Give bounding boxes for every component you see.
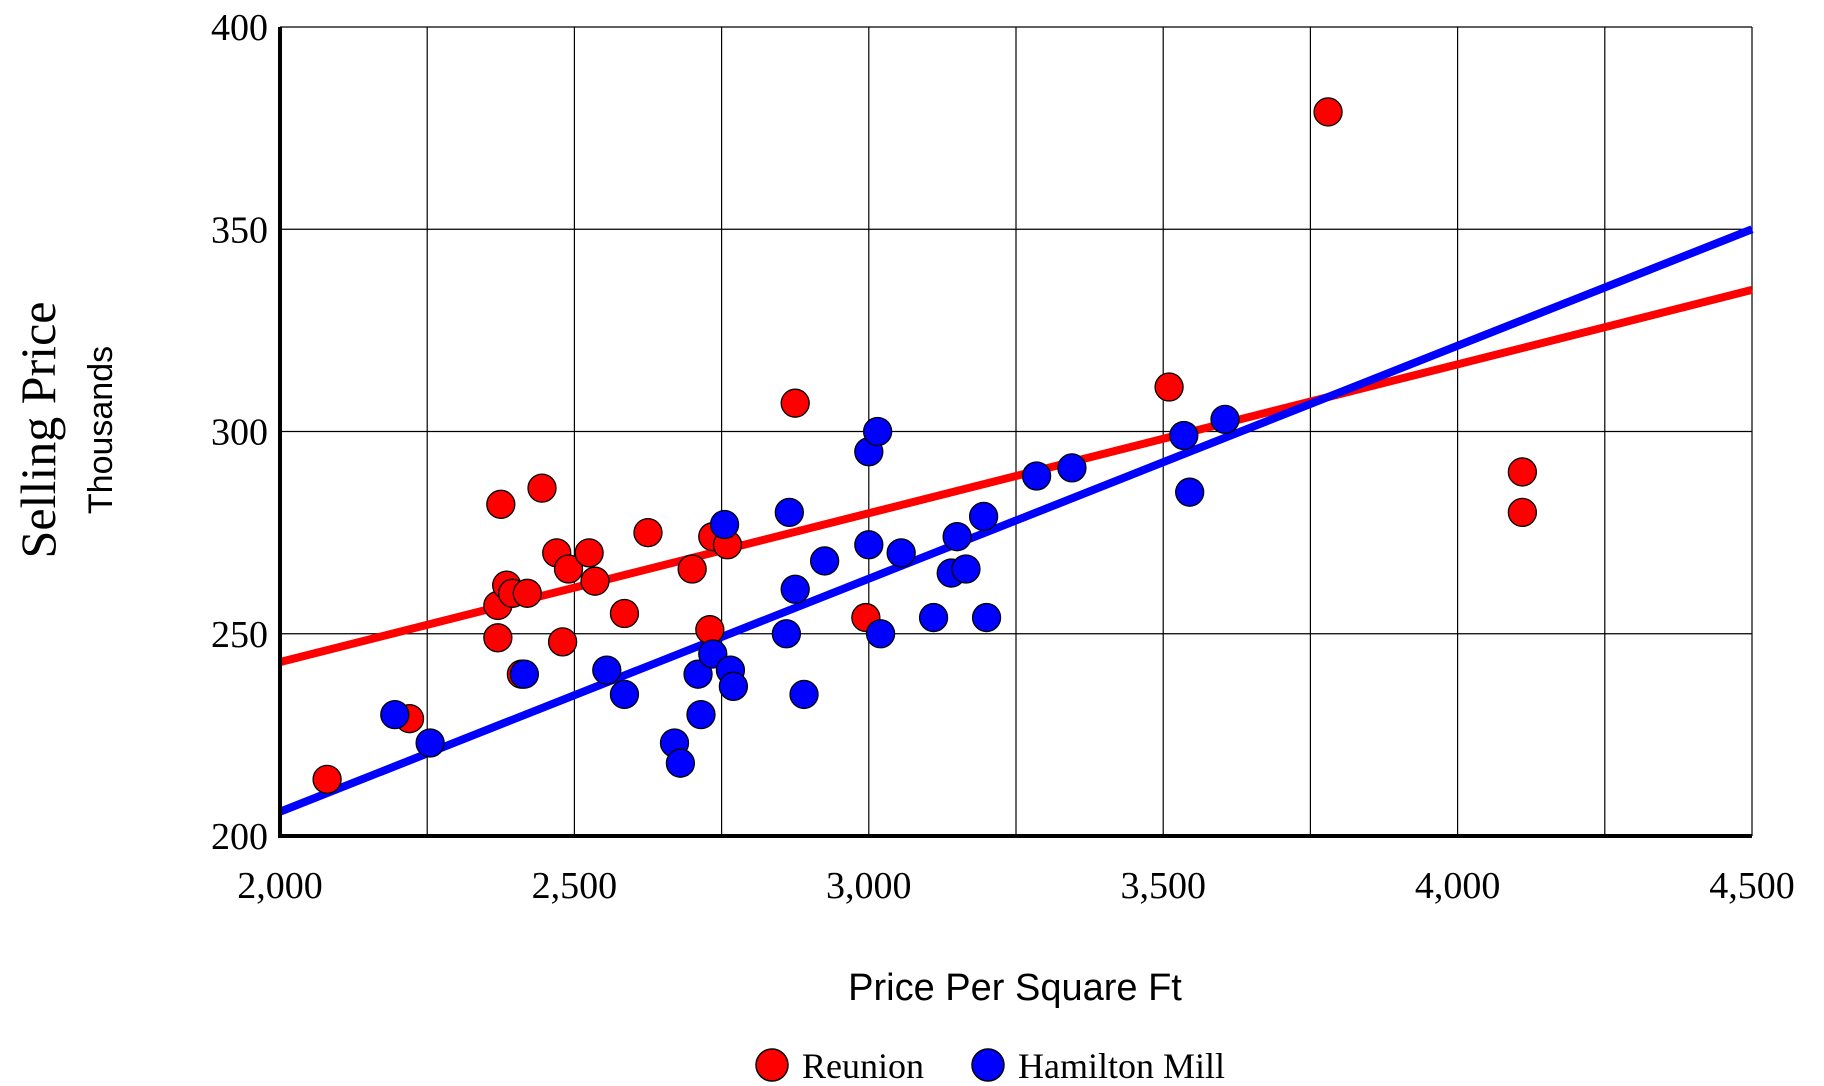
data-point-reunion [780, 388, 810, 418]
x-axis-title: Price Per Square Ft [848, 967, 1182, 1009]
y-tick-label: 400 [211, 7, 268, 49]
data-point-reunion [483, 623, 513, 653]
data-point-hamilton-mill [1021, 461, 1052, 491]
data-point-hamilton-mill [862, 416, 893, 447]
x-tick-label: 4,000 [1415, 865, 1501, 907]
y-tick-label: 350 [211, 209, 268, 251]
data-point-hamilton-mill [951, 554, 981, 584]
legend-label-hamilton-mill: Hamilton Mill [1018, 1046, 1225, 1086]
data-point-hamilton-mill [774, 497, 804, 528]
data-point-hamilton-mill [771, 619, 802, 649]
data-point-reunion [512, 578, 542, 608]
data-point-hamilton-mill [1057, 453, 1087, 483]
x-tick-labels: 2,000 2,500 3,000 3,500 4,000 4,500 [237, 865, 1795, 907]
y-tick-label: 300 [211, 412, 268, 454]
data-point-hamilton-mill [789, 679, 819, 710]
data-point-reunion [553, 554, 584, 584]
data-point-hamilton-mill [665, 748, 696, 778]
data-point-hamilton-mill [886, 538, 916, 568]
data-point-reunion [527, 473, 557, 503]
data-point-reunion [1507, 457, 1538, 487]
legend-marker-reunion [755, 1048, 789, 1082]
data-point-reunion [1313, 97, 1343, 127]
y-tick-label: 250 [211, 614, 268, 656]
data-point-hamilton-mill [380, 700, 410, 730]
data-point-reunion [1154, 372, 1184, 402]
data-point-reunion [695, 615, 725, 645]
data-point-hamilton-mill [1169, 420, 1199, 451]
x-tick-label: 3,500 [1120, 865, 1206, 907]
y-tick-labels: 200 250 300 350 400 [211, 7, 268, 858]
x-tick-label: 2,500 [532, 865, 618, 907]
data-point-hamilton-mill [509, 659, 540, 689]
x-tick-label: 4,500 [1709, 865, 1795, 907]
data-point-hamilton-mill [968, 501, 999, 532]
data-point-reunion [609, 598, 640, 629]
data-point-hamilton-mill [718, 671, 749, 701]
x-tick-label: 3,000 [826, 865, 912, 907]
data-point-reunion [574, 538, 604, 568]
data-point-hamilton-mill [1210, 404, 1240, 435]
data-point-reunion [547, 627, 578, 657]
x-tick-label: 2,000 [237, 865, 323, 907]
data-point-reunion [312, 764, 342, 795]
data-point-hamilton-mill [683, 659, 713, 689]
y-axis-subtitle: Thousands [82, 346, 120, 514]
data-point-hamilton-mill [415, 728, 445, 758]
data-point-hamilton-mill [809, 546, 840, 576]
data-points [312, 97, 1538, 795]
data-point-hamilton-mill [686, 700, 716, 730]
data-point-hamilton-mill [971, 602, 1002, 633]
data-point-hamilton-mill [918, 602, 949, 633]
trendline-hamilton-mill [278, 225, 1754, 816]
data-point-hamilton-mill [780, 574, 810, 604]
data-point-hamilton-mill [1175, 477, 1205, 507]
y-tick-label: 200 [211, 816, 268, 858]
data-point-reunion [580, 566, 610, 596]
data-point-reunion [1507, 497, 1538, 528]
data-point-hamilton-mill [865, 619, 896, 649]
legend: Reunion Hamilton Mill [755, 1046, 1225, 1086]
data-point-reunion [486, 489, 516, 519]
data-point-reunion [677, 554, 707, 584]
legend-marker-hamilton-mill [971, 1048, 1005, 1082]
grid-lines [279, 26, 1753, 837]
legend-label-reunion: Reunion [802, 1046, 924, 1086]
data-point-reunion [633, 517, 663, 548]
data-point-hamilton-mill [942, 522, 972, 552]
y-axis-title: Selling Price [10, 302, 66, 559]
data-point-hamilton-mill [709, 509, 740, 540]
data-point-hamilton-mill [592, 655, 622, 685]
data-point-hamilton-mill [609, 679, 640, 710]
data-point-hamilton-mill [854, 530, 884, 560]
axes [278, 27, 1752, 838]
